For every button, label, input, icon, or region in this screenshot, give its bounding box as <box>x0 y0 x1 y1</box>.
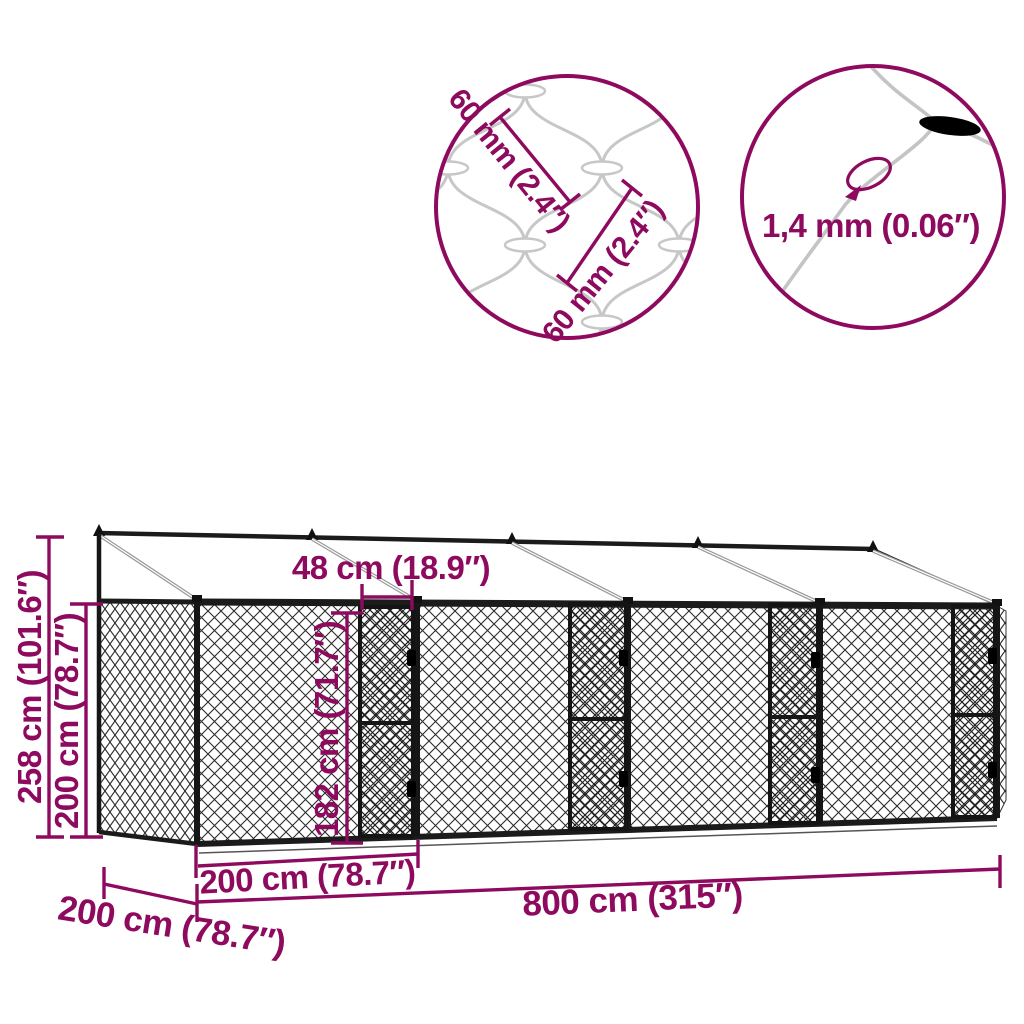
mesh-callout-circle <box>434 74 700 340</box>
mesh-cell-dim-line-b <box>555 178 644 293</box>
dim-wall-height-line <box>70 602 103 839</box>
door-4 <box>951 604 997 819</box>
wire-thickness-label: 1,4 mm (0.06″) <box>762 207 980 244</box>
dim-wall-height-label: 200 cm (78.7″) <box>48 613 85 829</box>
ridge-post-finials <box>93 524 879 552</box>
ground-line <box>198 825 998 854</box>
door-1 <box>358 605 416 838</box>
door-2 <box>568 602 628 831</box>
dim-door-width-label: 48 cm (18.9″) <box>292 549 490 586</box>
side-wall-mesh-panel <box>98 600 198 845</box>
dim-total-length-label: 800 cm (315″) <box>522 875 744 924</box>
dim-door-width-line <box>360 580 414 610</box>
dim-depth-line <box>102 867 198 906</box>
side-bottom-rail <box>98 829 198 847</box>
side-top-rail <box>98 598 198 605</box>
kennel-structure <box>93 524 1007 854</box>
wire-thickness-marker-ellipse <box>846 156 892 192</box>
roof-canopy <box>99 533 997 605</box>
wire-thickness-arrowhead-icon <box>845 185 861 201</box>
wire-detail-callout: 1,4 mm (0.06″) <box>740 64 1006 330</box>
dimension-annotations: 258 cm (101.6″) 200 cm (78.7″) 48 cm (18… <box>11 535 1002 963</box>
mesh-cell-dim-a-label: 60 mm (2.4″) <box>442 83 577 239</box>
dim-bay-width-line <box>194 840 420 878</box>
dim-total-height-label: 258 cm (101.6″) <box>11 570 48 804</box>
dim-total-height-line <box>36 535 64 839</box>
door-3 <box>768 603 820 825</box>
dim-door-height-label: 182 cm (71.7″) <box>308 621 345 837</box>
dim-total-length-line <box>195 855 1002 922</box>
dim-door-height-line <box>331 611 363 845</box>
roof-rafters <box>98 533 998 606</box>
wire-callout-circle <box>740 64 1006 330</box>
wire-knot-art <box>774 68 1002 302</box>
kennel-doors <box>358 602 997 838</box>
roof-ridge-rail <box>98 530 874 552</box>
mesh-cell-dim-line-a <box>488 107 582 212</box>
